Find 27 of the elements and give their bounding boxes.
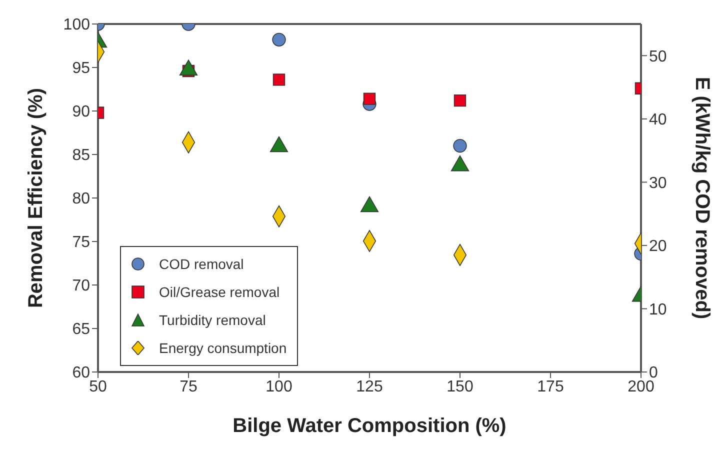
- x-tick-label: 125: [356, 378, 383, 396]
- y-tick-label: 75: [72, 234, 90, 252]
- x-axis-title: Bilge Water Composition (%): [232, 415, 506, 437]
- x-tick-label: 150: [446, 378, 474, 396]
- x-tick-label: 50: [89, 378, 107, 396]
- legend-label: Energy consumption: [159, 340, 287, 356]
- y2-axis-title: E (kWh/kg COD removed): [690, 76, 713, 320]
- y-tick-label: 100: [63, 16, 90, 34]
- y-tick-label: 60: [72, 364, 90, 382]
- y2-tick-label: 30: [649, 174, 667, 192]
- legend-label: Oil/Grease removal: [159, 284, 280, 300]
- y-tick-label: 70: [72, 278, 90, 295]
- x-tick-label: 100: [266, 378, 292, 396]
- y2-tick-label: 50: [649, 48, 667, 66]
- y-axis-title: Removal Efficiency (%): [25, 88, 48, 308]
- legend-label: Turbidity removal: [159, 312, 266, 328]
- y2-tick-label: 40: [649, 112, 667, 129]
- x-tick-label: 175: [537, 378, 564, 396]
- x-tick-label: 75: [180, 378, 198, 396]
- y2-tick-label: 10: [649, 301, 667, 318]
- y-tick-label: 85: [72, 147, 90, 164]
- y-tick-label: 65: [72, 321, 90, 338]
- y2-tick-label: 20: [649, 238, 667, 256]
- legend-label: COD removal: [159, 256, 244, 272]
- y-tick-label: 95: [72, 60, 90, 78]
- y-tick-label: 90: [72, 104, 90, 121]
- y-tick-label: 80: [72, 190, 90, 208]
